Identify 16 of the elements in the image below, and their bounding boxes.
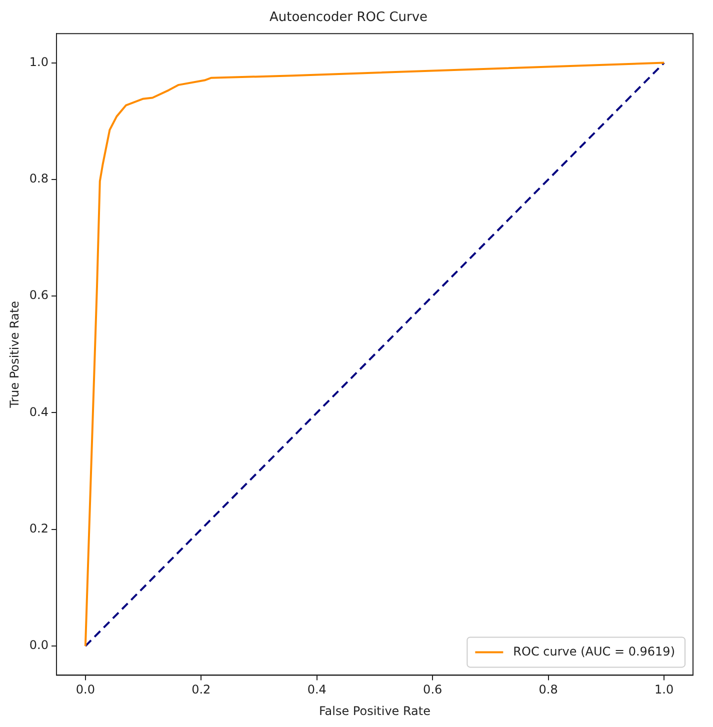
y-tick-label: 0.6 [29, 288, 48, 302]
y-axis-title: True Positive Rate [7, 300, 22, 409]
legend-label: ROC curve (AUC = 0.9619) [513, 644, 676, 658]
x-tick-label: 1.0 [654, 682, 674, 697]
y-tick-label: 0.2 [29, 522, 48, 536]
y-tick-label: 0.0 [29, 638, 48, 652]
chart-title: Autoencoder ROC Curve [269, 10, 428, 26]
x-tick-label: 0.2 [192, 682, 211, 697]
x-axis-title: False Positive Rate [318, 704, 431, 718]
x-tick-label: 0.6 [423, 682, 442, 697]
x-tick-label: 0.8 [538, 682, 558, 697]
y-tick-label: 1.0 [29, 54, 48, 69]
x-tick-label: 0.4 [307, 682, 326, 697]
y-tick-label: 0.8 [29, 172, 48, 186]
y-tick-label: 0.4 [29, 404, 48, 419]
x-tick-label: 0.0 [76, 682, 95, 697]
